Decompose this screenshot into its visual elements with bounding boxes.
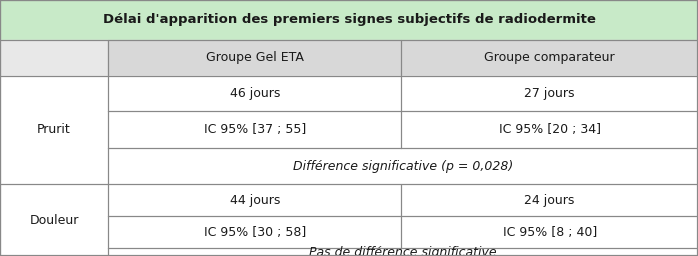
Text: IC 95% [30 ; 58]: IC 95% [30 ; 58] xyxy=(204,226,306,239)
Polygon shape xyxy=(0,184,108,256)
Text: Douleur: Douleur xyxy=(29,214,79,227)
Text: IC 95% [8 ; 40]: IC 95% [8 ; 40] xyxy=(503,226,597,239)
Text: 44 jours: 44 jours xyxy=(230,194,280,207)
Polygon shape xyxy=(108,148,698,184)
Text: IC 95% [37 ; 55]: IC 95% [37 ; 55] xyxy=(204,123,306,136)
Polygon shape xyxy=(108,111,401,148)
Polygon shape xyxy=(401,111,698,148)
Polygon shape xyxy=(401,184,698,216)
Text: IC 95% [20 ; 34]: IC 95% [20 ; 34] xyxy=(498,123,601,136)
Polygon shape xyxy=(0,76,108,184)
Polygon shape xyxy=(108,248,698,256)
Text: Groupe comparateur: Groupe comparateur xyxy=(484,51,615,64)
Text: Délai d'apparition des premiers signes subjectifs de radiodermite: Délai d'apparition des premiers signes s… xyxy=(103,13,595,26)
Polygon shape xyxy=(0,0,698,40)
Text: 24 jours: 24 jours xyxy=(524,194,575,207)
Text: 27 jours: 27 jours xyxy=(524,87,575,100)
Polygon shape xyxy=(401,216,698,248)
Polygon shape xyxy=(108,40,401,76)
Text: Prurit: Prurit xyxy=(37,123,71,136)
Text: 46 jours: 46 jours xyxy=(230,87,280,100)
Polygon shape xyxy=(108,184,401,216)
Text: Différence significative (p = 0,028): Différence significative (p = 0,028) xyxy=(293,160,513,173)
Polygon shape xyxy=(401,76,698,111)
Polygon shape xyxy=(401,40,698,76)
Polygon shape xyxy=(0,40,108,76)
Text: Pas de différence significative: Pas de différence significative xyxy=(309,246,497,256)
Polygon shape xyxy=(108,76,401,111)
Text: Groupe Gel ETA: Groupe Gel ETA xyxy=(206,51,304,64)
Polygon shape xyxy=(108,216,401,248)
